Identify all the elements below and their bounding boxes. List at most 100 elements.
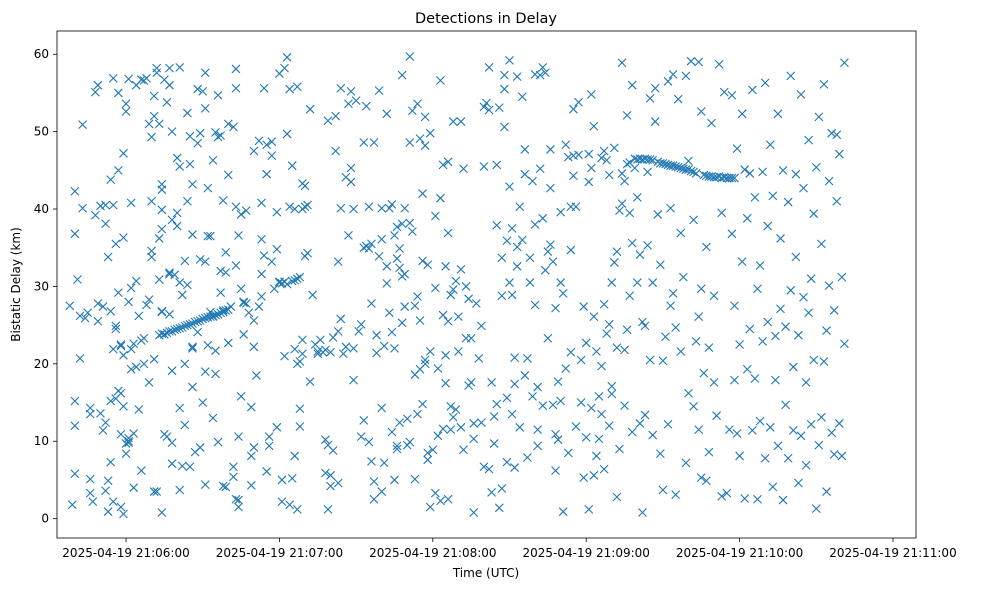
data-point <box>292 274 302 284</box>
data-point <box>96 408 105 418</box>
data-point <box>489 412 499 421</box>
data-point <box>778 495 788 505</box>
data-point <box>157 224 167 234</box>
data-point <box>170 270 179 280</box>
data-point <box>172 221 182 231</box>
data-point <box>136 75 146 85</box>
data-point <box>520 145 530 154</box>
data-point <box>152 68 162 78</box>
data-point <box>162 328 172 338</box>
data-point <box>500 70 509 80</box>
data-point <box>604 421 614 431</box>
data-point <box>686 56 696 66</box>
data-point <box>295 272 305 282</box>
data-point <box>625 208 635 218</box>
data-point <box>165 63 174 73</box>
data-point <box>177 290 187 300</box>
data-point <box>446 290 456 300</box>
data-point <box>298 335 307 345</box>
data-point <box>195 316 205 325</box>
data-point <box>336 83 346 93</box>
data-point <box>139 333 149 343</box>
data-point <box>372 348 381 358</box>
data-point <box>392 444 402 454</box>
data-point <box>124 438 133 448</box>
data-point <box>617 169 627 178</box>
y-tick-label: 30 <box>34 279 49 293</box>
data-point <box>696 284 706 294</box>
data-point <box>172 208 182 218</box>
data-point <box>819 357 829 366</box>
data-point <box>392 441 402 451</box>
data-point <box>778 165 788 175</box>
data-point <box>206 231 215 241</box>
data-point <box>533 441 543 451</box>
data-point <box>167 215 177 225</box>
data-point <box>515 202 525 212</box>
data-point <box>377 487 387 496</box>
data-point <box>492 399 502 409</box>
data-point <box>658 485 668 495</box>
data-point <box>771 331 780 341</box>
data-point <box>837 272 847 282</box>
data-point <box>719 87 729 97</box>
data-point <box>612 247 622 256</box>
data-point <box>341 342 351 352</box>
data-point <box>379 341 389 351</box>
data-point <box>249 443 259 452</box>
data-point <box>788 426 798 435</box>
data-point <box>535 70 545 80</box>
data-point <box>116 429 126 439</box>
data-point <box>576 398 586 407</box>
data-point <box>257 198 266 208</box>
data-point <box>323 504 333 514</box>
data-point <box>497 291 507 301</box>
data-point <box>773 109 783 119</box>
data-point <box>303 248 312 258</box>
data-point <box>479 162 489 171</box>
data-point <box>523 354 532 363</box>
data-point <box>413 409 422 419</box>
data-point <box>211 128 220 137</box>
data-point <box>165 268 174 277</box>
data-point <box>269 284 279 294</box>
y-tick-label: 10 <box>34 434 49 448</box>
data-point <box>277 497 287 507</box>
data-point <box>70 229 80 239</box>
data-point <box>528 176 537 186</box>
data-point <box>817 239 826 249</box>
data-point <box>292 504 302 514</box>
data-point <box>510 463 520 472</box>
data-point <box>98 426 108 435</box>
data-point <box>175 278 185 287</box>
data-point <box>510 379 520 389</box>
data-point <box>182 196 192 206</box>
data-point <box>650 117 660 126</box>
data-point <box>336 314 346 324</box>
data-point <box>333 478 343 488</box>
data-point <box>443 316 453 326</box>
data-point <box>106 306 116 316</box>
data-point <box>413 99 422 109</box>
data-point <box>126 198 136 208</box>
data-point <box>113 288 123 298</box>
data-point <box>410 474 420 484</box>
data-point <box>689 167 698 177</box>
data-point <box>374 86 384 95</box>
data-point <box>484 464 494 474</box>
data-point <box>653 210 663 219</box>
data-point <box>489 439 499 448</box>
data-point <box>272 244 282 254</box>
data-point <box>203 183 213 193</box>
data-point <box>753 494 762 504</box>
data-point <box>167 459 177 469</box>
data-point <box>681 71 691 81</box>
data-point <box>65 301 75 311</box>
data-point <box>515 422 525 432</box>
data-point <box>188 319 197 328</box>
data-point <box>241 206 251 215</box>
data-point <box>750 374 760 383</box>
data-point <box>441 350 450 360</box>
data-point <box>722 488 732 498</box>
